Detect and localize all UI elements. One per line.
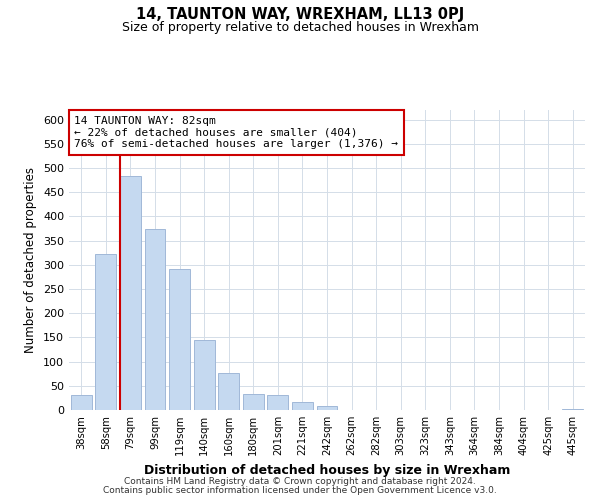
Y-axis label: Number of detached properties: Number of detached properties [25, 167, 37, 353]
Bar [71, 394, 92, 410]
Bar [268, 396, 289, 410]
Bar [317, 406, 337, 410]
Bar [194, 340, 215, 410]
Text: 14 TAUNTON WAY: 82sqm
← 22% of detached houses are smaller (404)
76% of semi-det: 14 TAUNTON WAY: 82sqm ← 22% of detached … [74, 116, 398, 149]
Text: 14, TAUNTON WAY, WREXHAM, LL13 0PJ: 14, TAUNTON WAY, WREXHAM, LL13 0PJ [136, 8, 464, 22]
X-axis label: Distribution of detached houses by size in Wrexham: Distribution of detached houses by size … [144, 464, 510, 476]
Text: Size of property relative to detached houses in Wrexham: Size of property relative to detached ho… [121, 21, 479, 34]
Bar [95, 254, 116, 410]
Text: Contains HM Land Registry data © Crown copyright and database right 2024.: Contains HM Land Registry data © Crown c… [124, 477, 476, 486]
Bar [218, 373, 239, 410]
Bar [120, 176, 141, 410]
Bar [169, 269, 190, 410]
Text: Contains public sector information licensed under the Open Government Licence v3: Contains public sector information licen… [103, 486, 497, 495]
Bar [243, 394, 264, 410]
Bar [292, 402, 313, 410]
Bar [145, 228, 166, 410]
Bar [562, 409, 583, 410]
